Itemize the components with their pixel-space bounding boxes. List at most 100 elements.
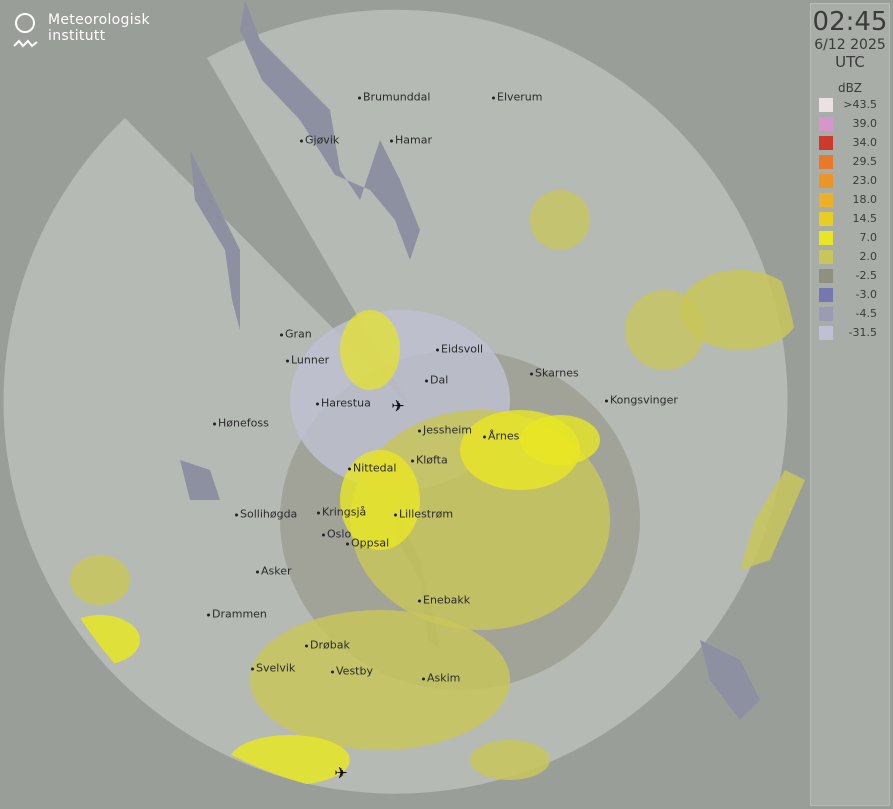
city-label: Årnes bbox=[483, 430, 519, 443]
city-marker-icon bbox=[213, 422, 216, 425]
legend-value: >43.5 bbox=[843, 98, 877, 111]
city-label: Kløfta bbox=[411, 454, 448, 467]
city-name: Asker bbox=[261, 564, 292, 578]
city-marker-icon bbox=[418, 429, 421, 432]
airport-icon: ✈ bbox=[391, 396, 405, 416]
city-marker-icon bbox=[418, 599, 421, 602]
city-marker-icon bbox=[207, 613, 210, 616]
city-name: Eidsvoll bbox=[441, 342, 484, 356]
city-name: Brumunddal bbox=[363, 90, 431, 104]
legend-row: 7.0 bbox=[819, 228, 889, 247]
city-label: Brumunddal bbox=[358, 91, 430, 104]
legend-row: 29.5 bbox=[819, 152, 889, 171]
city-label: Oslo bbox=[322, 528, 351, 541]
legend-row: 14.5 bbox=[819, 209, 889, 228]
city-label: Dal bbox=[425, 374, 448, 387]
city-name: Lunner bbox=[291, 353, 330, 367]
city-marker-icon bbox=[322, 533, 325, 536]
city-name: Vestby bbox=[336, 664, 373, 678]
city-label: Skarnes bbox=[530, 367, 579, 380]
legend-value: 18.0 bbox=[852, 193, 878, 206]
legend-value: -31.5 bbox=[848, 326, 877, 339]
city-name: Elverum bbox=[497, 90, 543, 104]
city-label: Svelvik bbox=[251, 662, 295, 675]
legend-panel: 02:45 6/12 2025 UTC dBZ >43.5 39.0 34.0 29.… bbox=[810, 3, 890, 806]
city-marker-icon bbox=[317, 511, 320, 514]
legend-unit: dBZ bbox=[837, 81, 863, 95]
city-label: Lunner bbox=[286, 354, 329, 367]
city-marker-icon bbox=[251, 667, 254, 670]
city-marker-icon bbox=[235, 513, 238, 516]
legend-swatch bbox=[819, 287, 833, 302]
legend-row: 34.0 bbox=[819, 133, 889, 152]
legend-value: 39.0 bbox=[852, 117, 878, 130]
legend-value: -4.5 bbox=[855, 307, 877, 320]
city-marker-icon bbox=[286, 359, 289, 362]
city-label: Hamar bbox=[390, 134, 432, 147]
city-marker-icon bbox=[358, 96, 361, 99]
city-name: Drøbak bbox=[310, 638, 350, 652]
legend-value: -3.0 bbox=[855, 288, 877, 301]
legend-swatch bbox=[819, 192, 833, 207]
logo-mark-icon bbox=[13, 13, 38, 48]
logo-line-2: institutt bbox=[48, 28, 106, 44]
city-marker-icon bbox=[390, 139, 393, 142]
city-marker-icon bbox=[530, 372, 533, 375]
city-label: Enebakk bbox=[418, 594, 470, 607]
radar-date: 6/12 2025 bbox=[814, 37, 886, 53]
legend-row: -4.5 bbox=[819, 304, 889, 323]
city-label: Lillestrøm bbox=[394, 508, 453, 521]
city-name: Jessheim bbox=[423, 423, 472, 437]
city-marker-icon bbox=[605, 399, 608, 402]
city-marker-icon bbox=[492, 96, 495, 99]
city-name: Askim bbox=[427, 671, 461, 685]
city-marker-icon bbox=[316, 402, 319, 405]
precipitation-echoes bbox=[60, 190, 800, 785]
city-label: Gjøvik bbox=[300, 134, 339, 147]
legend-value: 23.0 bbox=[852, 174, 878, 187]
legend-row: 2.0 bbox=[819, 247, 889, 266]
legend-row: -2.5 bbox=[819, 266, 889, 285]
legend-value: -2.5 bbox=[855, 269, 877, 282]
city-label: Jessheim bbox=[418, 424, 472, 437]
city-label: Drammen bbox=[207, 608, 267, 621]
city-marker-icon bbox=[280, 333, 283, 336]
city-marker-icon bbox=[348, 467, 351, 470]
city-label: Harestua bbox=[316, 397, 371, 410]
legend-value: 14.5 bbox=[852, 212, 878, 225]
legend-value: 7.0 bbox=[859, 231, 878, 244]
legend-value: 34.0 bbox=[852, 136, 878, 149]
city-marker-icon bbox=[300, 139, 303, 142]
legend-swatch bbox=[819, 211, 833, 226]
legend-row: 18.0 bbox=[819, 190, 889, 209]
city-name: Årnes bbox=[488, 429, 520, 443]
legend-swatch bbox=[819, 268, 833, 283]
legend-swatch bbox=[819, 154, 833, 169]
legend-swatch bbox=[819, 135, 833, 150]
city-name: Harestua bbox=[321, 396, 371, 410]
city-name: Sollihøgda bbox=[240, 507, 298, 521]
legend-row: 39.0 bbox=[819, 114, 889, 133]
city-name: Oppsal bbox=[351, 536, 390, 550]
city-marker-icon bbox=[394, 513, 397, 516]
city-marker-icon bbox=[305, 644, 308, 647]
legend-value: 29.5 bbox=[852, 155, 878, 168]
legend-row: -31.5 bbox=[819, 323, 889, 342]
city-marker-icon bbox=[483, 435, 486, 438]
city-name: Kløfta bbox=[416, 453, 448, 467]
city-label: Kringsjå bbox=[317, 506, 366, 519]
city-name: Gjøvik bbox=[305, 133, 340, 147]
city-name: Skarnes bbox=[535, 366, 579, 380]
legend-row: 23.0 bbox=[819, 171, 889, 190]
city-name: Lillestrøm bbox=[399, 507, 454, 521]
city-marker-icon bbox=[425, 379, 428, 382]
city-name: Nittedal bbox=[353, 461, 397, 475]
city-label: Asker bbox=[256, 565, 292, 578]
met-institute-logo: Meteorologisk institutt bbox=[12, 12, 150, 52]
city-label: Eidsvoll bbox=[436, 343, 483, 356]
city-label: Elverum bbox=[492, 91, 543, 104]
legend-swatch bbox=[819, 306, 833, 321]
legend-swatch bbox=[819, 116, 833, 131]
city-name: Drammen bbox=[212, 607, 267, 621]
